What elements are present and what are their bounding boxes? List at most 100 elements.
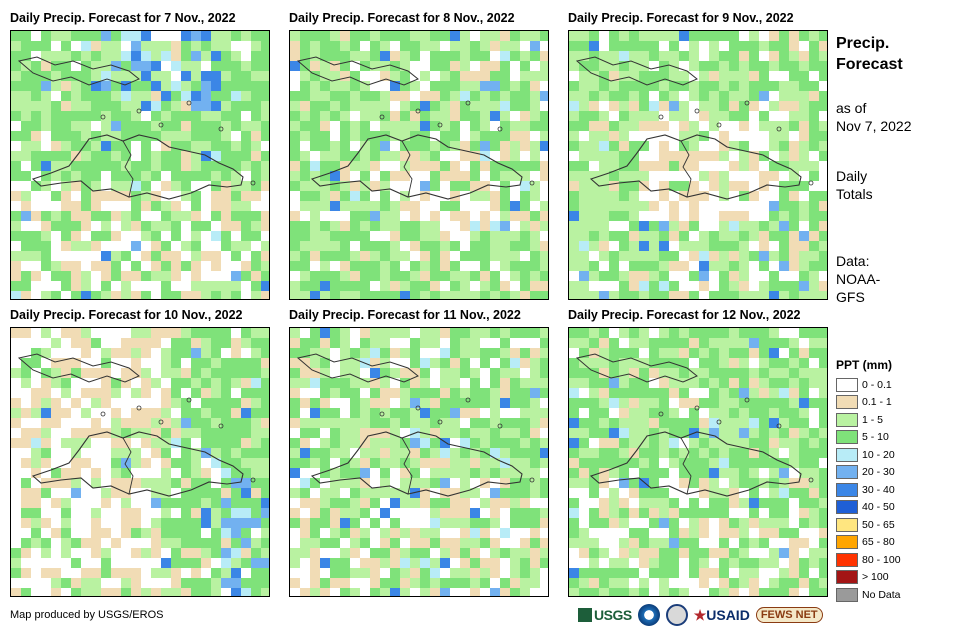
precip-raster [290, 31, 548, 299]
legend-label: 1 - 5 [862, 413, 884, 426]
legend-item: 10 - 20 [836, 446, 901, 464]
legend-item: 1 - 5 [836, 411, 901, 429]
data-source-text: Data: NOAA- GFS [836, 252, 880, 306]
legend-label: 40 - 50 [862, 501, 895, 514]
border-line [122, 140, 134, 198]
as-of-line2: Nov 7, 2022 [836, 118, 912, 134]
hispaniola-outline [589, 431, 802, 497]
border-line [680, 140, 692, 198]
legend-item: 0.1 - 1 [836, 394, 901, 412]
legend-item: > 100 [836, 569, 901, 587]
islet [497, 126, 503, 132]
legend-swatch [836, 482, 858, 497]
border-line [122, 437, 134, 495]
precip-raster [569, 328, 827, 596]
cuba-outline [296, 56, 419, 86]
islet [158, 122, 164, 128]
islet [776, 423, 782, 429]
legend-label: 5 - 10 [862, 431, 889, 444]
islet [437, 122, 443, 128]
islet [529, 180, 535, 186]
islet [379, 114, 385, 120]
islet [218, 423, 224, 429]
islet [808, 180, 814, 186]
legend-label: 0.1 - 1 [862, 396, 892, 409]
daily-line2: Totals [836, 186, 873, 202]
panel-title-5: Daily Precip. Forecast for 11 Nov., 2022 [289, 308, 521, 322]
legend-label: > 100 [862, 571, 889, 584]
side-title: Precip. Forecast [836, 33, 903, 75]
legend-item: No Data [836, 586, 901, 604]
islet [186, 397, 192, 403]
islet [658, 114, 664, 120]
partner-logos: USGS ★USAID FEWS NET [578, 601, 823, 629]
noaa-logo-icon [637, 604, 660, 626]
hispaniola-outline [31, 431, 244, 497]
seal-icon [665, 604, 688, 626]
islet [158, 419, 164, 425]
data-line1: Data: [836, 253, 870, 269]
legend-swatch [836, 587, 858, 602]
legend-item: 0 - 0.1 [836, 376, 901, 394]
usgs-logo: USGS [578, 607, 632, 623]
legend-swatch [836, 535, 858, 550]
hispaniola-outline [589, 134, 802, 200]
islet [250, 180, 256, 186]
islet [465, 100, 471, 106]
side-title-line2: Forecast [836, 56, 903, 73]
legend-item: 20 - 30 [836, 464, 901, 482]
as-of-text: as of Nov 7, 2022 [836, 99, 912, 135]
legend-item: 65 - 80 [836, 534, 901, 552]
islet [529, 477, 535, 483]
cuba-outline [17, 56, 140, 86]
forecast-map-4 [10, 327, 270, 597]
islet [694, 405, 700, 411]
usaid-logo: ★USAID [693, 606, 750, 623]
legend: 0 - 0.1 0.1 - 1 1 - 5 5 - 10 10 - 20 20 … [836, 376, 901, 604]
islet [136, 405, 142, 411]
legend-swatch [836, 412, 858, 427]
daily-line1: Daily [836, 168, 868, 184]
legend-title: PPT (mm) [836, 358, 893, 372]
islet [100, 411, 106, 417]
legend-swatch [836, 500, 858, 515]
legend-swatch [836, 395, 858, 410]
data-line2: NOAA- [836, 271, 881, 287]
legend-item: 80 - 100 [836, 551, 901, 569]
islet [744, 100, 750, 106]
cuba-outline [17, 353, 140, 383]
islet [744, 397, 750, 403]
precip-raster [290, 328, 548, 596]
legend-item: 5 - 10 [836, 429, 901, 447]
islet [186, 100, 192, 106]
daily-totals-text: Daily Totals [836, 167, 873, 203]
islet [437, 419, 443, 425]
legend-label: 30 - 40 [862, 483, 895, 496]
islet [415, 405, 421, 411]
islet [379, 411, 385, 417]
forecast-map-3 [568, 30, 828, 300]
islet [694, 108, 700, 114]
cuba-outline [575, 353, 698, 383]
side-title-line1: Precip. [836, 35, 890, 52]
hispaniola-outline [31, 134, 244, 200]
islet [465, 397, 471, 403]
islet [658, 411, 664, 417]
legend-item: 50 - 65 [836, 516, 901, 534]
forecast-map-5 [289, 327, 549, 597]
legend-swatch [836, 447, 858, 462]
islet [136, 108, 142, 114]
border-line [401, 437, 413, 495]
border-line [401, 140, 413, 198]
forecast-map-2 [289, 30, 549, 300]
legend-label: No Data [862, 588, 901, 601]
hispaniola-outline [310, 431, 523, 497]
precip-raster [11, 31, 269, 299]
legend-label: 50 - 65 [862, 518, 895, 531]
legend-item: 30 - 40 [836, 481, 901, 499]
panel-title-3: Daily Precip. Forecast for 9 Nov., 2022 [568, 11, 794, 25]
legend-swatch [836, 377, 858, 392]
islet [250, 477, 256, 483]
hispaniola-outline [310, 134, 523, 200]
legend-swatch [836, 552, 858, 567]
